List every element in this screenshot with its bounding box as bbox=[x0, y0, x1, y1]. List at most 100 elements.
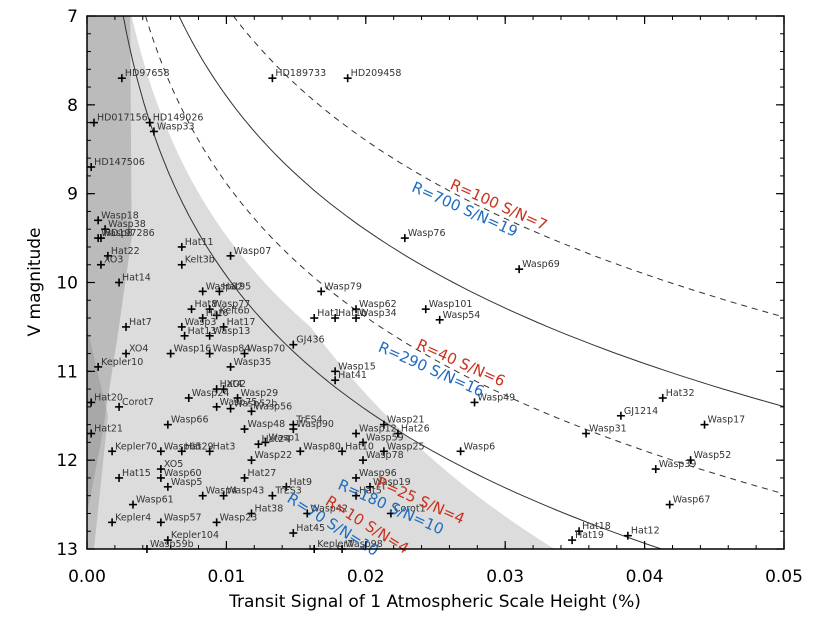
point-label: Wasp52b bbox=[234, 399, 278, 410]
point-label: Wasp24 bbox=[192, 388, 230, 399]
point-label: Wasp60 bbox=[164, 468, 202, 479]
point-label: Hat20 bbox=[94, 392, 123, 403]
point-kelt3b: Kelt3b bbox=[177, 255, 215, 269]
point-label: Hat17 bbox=[227, 317, 256, 328]
point-wasp5: Wasp5 bbox=[163, 477, 202, 491]
point-wasp57: Wasp57 bbox=[156, 512, 202, 527]
point-gj436: GJ436 bbox=[289, 335, 325, 349]
point-label: Wasp75 bbox=[220, 397, 258, 408]
point-label: TrES3 bbox=[274, 486, 301, 497]
point-label: Kepler10 bbox=[101, 357, 143, 368]
point-wasp56: Wasp56 bbox=[247, 401, 292, 416]
y-axis-label: V magnitude bbox=[25, 228, 45, 337]
point-wasp48: Wasp48 bbox=[240, 419, 286, 434]
point-label: Wasp84 bbox=[213, 344, 251, 355]
x-tick-label: 0.04 bbox=[626, 567, 664, 587]
point-hat11: Hat11 bbox=[177, 237, 214, 251]
point-hat32: Hat32 bbox=[658, 388, 695, 402]
point-wasp34: Wasp34 bbox=[352, 308, 397, 323]
point-label: Wasp34 bbox=[359, 308, 397, 319]
point-label: HD017156 bbox=[97, 113, 148, 124]
point-label: Hat95 bbox=[222, 281, 251, 292]
x-tick-label: 0.01 bbox=[207, 567, 245, 587]
point-hat13: Hat13 bbox=[180, 326, 217, 340]
point-kepler4: Kepler4 bbox=[108, 512, 151, 527]
point-label: Wasp19 bbox=[373, 477, 411, 488]
point-label: Wasp76 bbox=[408, 228, 446, 239]
point-label: Hat4 bbox=[220, 379, 243, 390]
point-wasp43: Wasp43 bbox=[219, 486, 264, 500]
point-wasp54: Wasp54 bbox=[435, 310, 481, 324]
point-wasp96: Wasp96 bbox=[352, 468, 397, 482]
point-label: Wasp54 bbox=[443, 310, 481, 321]
point-wasp15: Wasp15 bbox=[331, 361, 376, 376]
y-tick-label: 11 bbox=[56, 362, 78, 382]
point-label: Wasp52 bbox=[694, 450, 732, 461]
point-hat6: Hat6 bbox=[198, 308, 228, 323]
point-label: Wasp17 bbox=[708, 415, 746, 426]
point-label: Wasp07 bbox=[234, 246, 272, 257]
y-tick-label: 13 bbox=[56, 540, 78, 560]
point-hat9: Hat9 bbox=[282, 477, 312, 491]
point-label: Hat7 bbox=[129, 317, 152, 328]
point-label: Wasp56 bbox=[254, 401, 292, 412]
point-label: Corot7 bbox=[122, 397, 154, 408]
point-hat22: Hat22 bbox=[103, 246, 140, 260]
point-label: Kelt3b bbox=[185, 255, 215, 266]
point-label: Hat13 bbox=[188, 326, 217, 337]
point-hat3: Hat3 bbox=[205, 441, 236, 456]
point-hat12: Hat12 bbox=[623, 526, 660, 540]
point-label: Hat38 bbox=[254, 503, 283, 514]
point-wasp22: Wasp22 bbox=[247, 450, 292, 465]
point-label: Hat11 bbox=[185, 237, 214, 248]
point-label: Wasp96 bbox=[359, 468, 397, 479]
point-label: Wasp15 bbox=[338, 361, 376, 372]
point-hat27: Hat27 bbox=[240, 468, 276, 482]
point-xo4: XO4 bbox=[122, 344, 148, 358]
point-label: Wasp35 bbox=[234, 357, 272, 368]
point-hat41: Hat41 bbox=[331, 370, 367, 385]
point-label: Wasp22 bbox=[254, 450, 292, 461]
point-label: HD209458 bbox=[351, 68, 402, 79]
y-tick-label: 8 bbox=[67, 96, 78, 116]
point-label: Wasp33 bbox=[157, 121, 195, 132]
point-label: Wasp8 bbox=[101, 228, 133, 239]
point-wasp39: Wasp39 bbox=[651, 459, 696, 474]
point-label: Wasp12 bbox=[359, 424, 397, 435]
y-tick-label: 9 bbox=[67, 185, 78, 205]
point-label: Hat12 bbox=[631, 526, 660, 537]
point-hat29: Hat29 bbox=[177, 441, 214, 456]
point-wasp8: Wasp8 bbox=[94, 228, 133, 243]
point-label: Kelt6b bbox=[220, 305, 250, 316]
point-wasp101: Wasp101 bbox=[421, 299, 472, 314]
point-label: Hat41 bbox=[338, 370, 367, 381]
shade-light bbox=[87, 16, 555, 549]
point-label: Hat3 bbox=[213, 441, 236, 452]
point-wasp4: Wasp4 bbox=[198, 486, 237, 500]
point-label: TrES4 bbox=[295, 415, 322, 426]
point-wasp59b: Wasp59b bbox=[142, 539, 194, 553]
point-hat1: Hat1 bbox=[310, 308, 340, 323]
point-hat18: Hat18 bbox=[575, 521, 611, 536]
point-wasp16: Wasp16 bbox=[166, 344, 211, 358]
point-wasp62: Wasp62 bbox=[352, 299, 397, 314]
point-wasp65: Wasp65 bbox=[156, 441, 202, 456]
point-kepler10: Kepler10 bbox=[94, 357, 143, 371]
point-label: Hat29 bbox=[185, 441, 214, 452]
point-label: Hat15 bbox=[122, 468, 151, 479]
point-xo5: XO5 bbox=[156, 459, 183, 474]
point-label: Wasp48 bbox=[248, 419, 286, 430]
point-label: Kepler7 bbox=[317, 539, 353, 550]
point-wasp75: Wasp75 bbox=[212, 397, 258, 411]
point-label: Hat9 bbox=[289, 477, 312, 488]
point-hat20: Hat20 bbox=[87, 392, 123, 407]
point-wasp90: Wasp90 bbox=[289, 419, 334, 434]
point-wasp52b: Wasp52b bbox=[226, 399, 278, 413]
point-label: Wasp49 bbox=[478, 392, 516, 403]
point-label: HD149026 bbox=[153, 113, 204, 124]
point-label: XO4 bbox=[129, 344, 148, 355]
point-wasp52: Wasp52 bbox=[686, 450, 732, 465]
point-hat95: Hat95 bbox=[215, 281, 251, 296]
point-label: Kepler104 bbox=[171, 530, 219, 541]
point-xo2: XO2 bbox=[219, 379, 246, 394]
